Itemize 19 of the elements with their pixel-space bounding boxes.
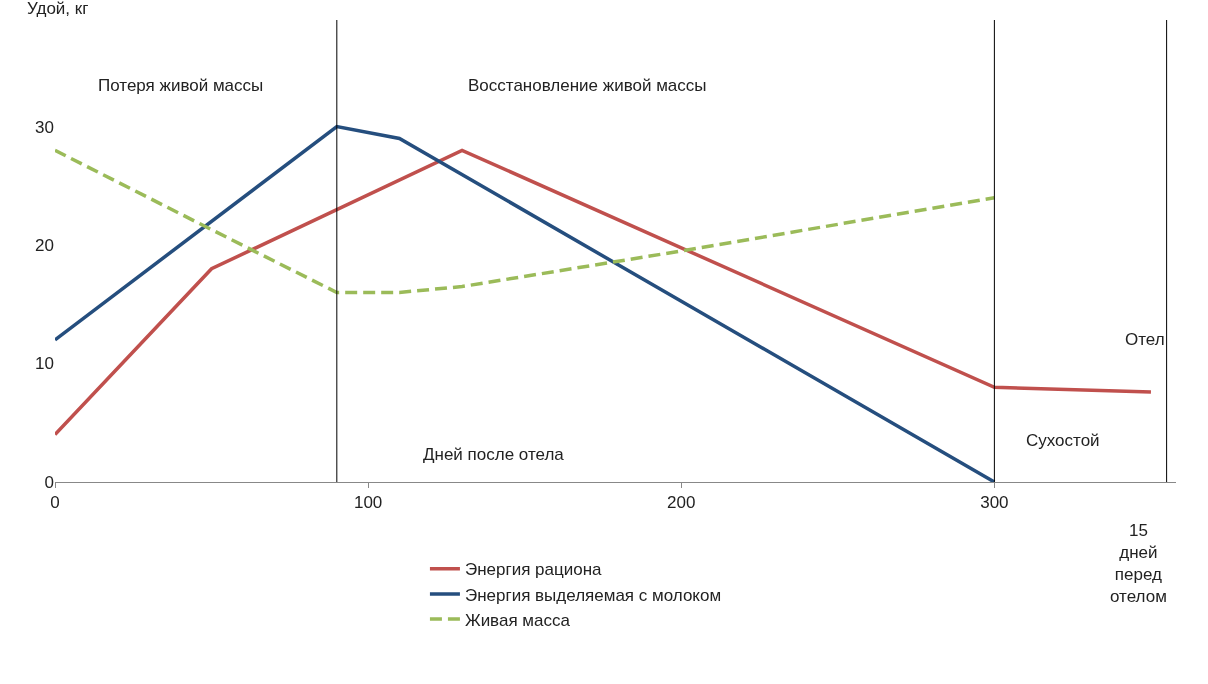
annotation: Сухостой <box>1026 431 1100 450</box>
y-axis-title: Удой, кг <box>27 0 89 18</box>
y-tick-label: 20 <box>35 236 54 256</box>
line-series <box>55 148 997 295</box>
line-series <box>55 124 997 482</box>
y-tick-label: 0 <box>44 472 54 492</box>
text: 15 дней перед отелом <box>1110 521 1167 607</box>
y-tick-label: 30 <box>35 117 54 137</box>
legend-label: Живая масса <box>464 610 571 630</box>
y-tick-label: 10 <box>35 354 54 374</box>
legend-label: Энергия рациона <box>464 560 603 580</box>
annotation: Восстановление живой массы <box>468 76 707 95</box>
legend-label: Энергия выделяемая с молоком <box>464 585 722 605</box>
x-tick-label: 100 <box>353 493 383 513</box>
x-tick-label: 300 <box>980 493 1009 513</box>
annotation: Отел <box>1125 330 1165 349</box>
annotation: Дней после отела <box>423 445 565 464</box>
annotation: Потеря живой массы <box>98 76 264 95</box>
x-tick-label: 200 <box>667 493 696 513</box>
